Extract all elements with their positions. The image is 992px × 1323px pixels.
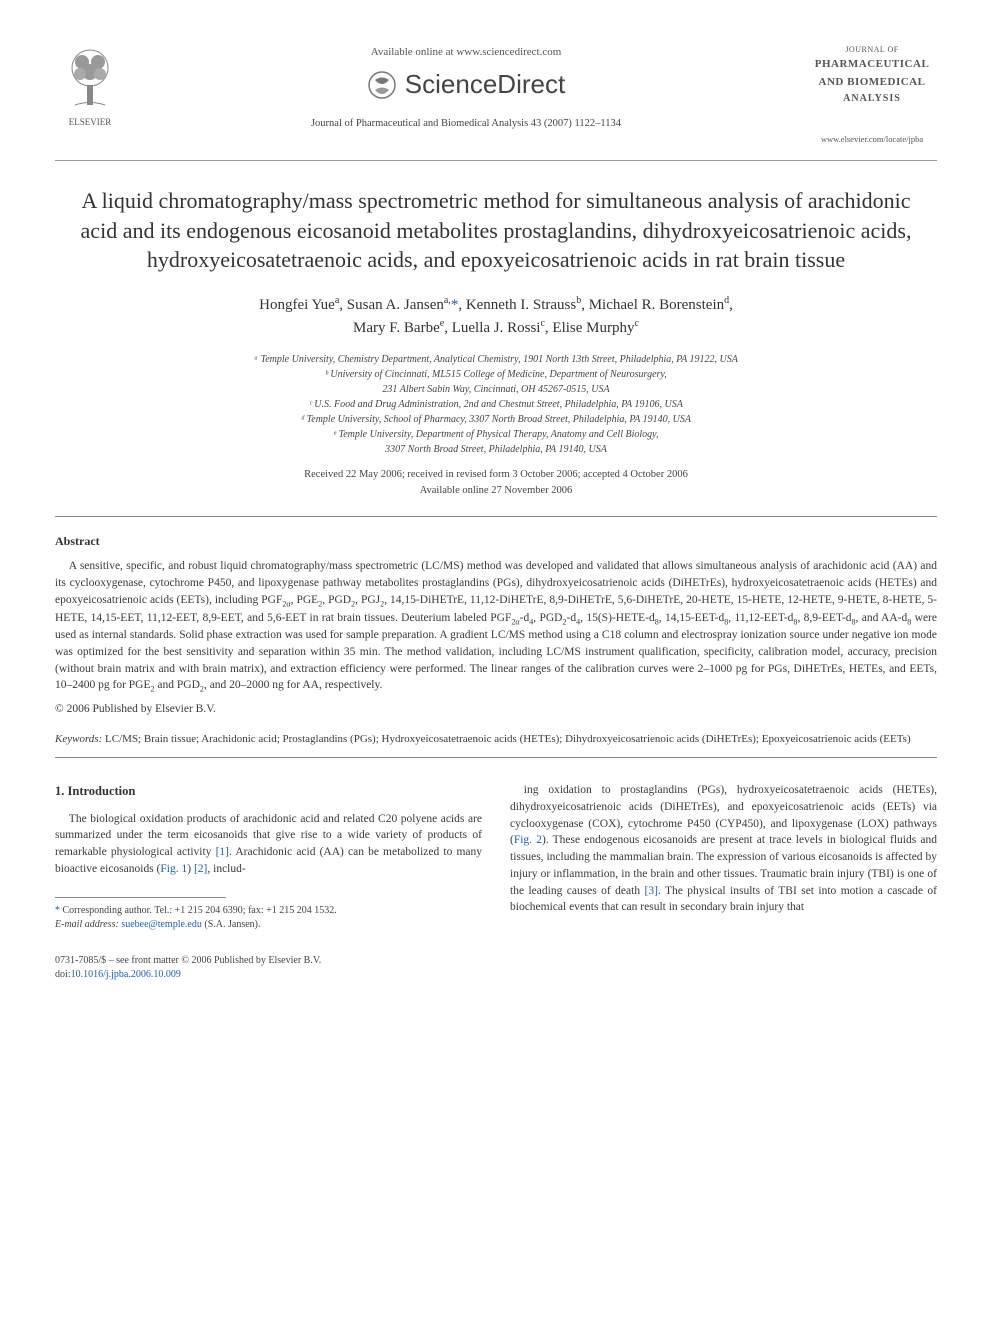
keywords-label: Keywords:	[55, 733, 102, 745]
divider-bottom	[55, 757, 937, 758]
journal-name-line1: JOURNAL OF	[811, 44, 933, 55]
footer-doi: doi:10.1016/j.jpba.2006.10.009	[55, 968, 937, 982]
affiliation-a: ᵃ Temple University, Chemistry Departmen…	[55, 352, 937, 367]
journal-name-line2: PHARMACEUTICAL	[811, 57, 933, 72]
email-link[interactable]: suebee@temple.edu	[121, 919, 202, 930]
journal-name-line3: AND BIOMEDICAL	[811, 75, 933, 90]
abstract-heading: Abstract	[55, 533, 937, 550]
footnote-separator	[55, 897, 226, 898]
keywords-text: LC/MS; Brain tissue; Arachidonic acid; P…	[105, 733, 911, 745]
affiliation-b1: ᵇ University of Cincinnati, ML515 Colleg…	[55, 367, 937, 382]
header-center: Available online at www.sciencedirect.co…	[125, 40, 807, 131]
elsevier-logo: ELSEVIER	[55, 40, 125, 128]
author-list: Hongfei Yuea, Susan A. Jansena,*, Kennet…	[55, 293, 937, 340]
page-header: ELSEVIER Available online at www.science…	[55, 40, 937, 161]
received-date: Received 22 May 2006; received in revise…	[55, 467, 937, 483]
affiliation-b2: 231 Albert Sabin Way, Cincinnati, OH 452…	[55, 382, 937, 397]
column-right: ing oxidation to prostaglandins (PGs), h…	[510, 782, 937, 932]
body-columns: 1. Introduction The biological oxidation…	[55, 782, 937, 932]
email-name: (S.A. Jansen).	[204, 919, 260, 930]
affiliation-e1: ᵉ Temple University, Department of Physi…	[55, 427, 937, 442]
journal-cover-box: JOURNAL OF PHARMACEUTICAL AND BIOMEDICAL…	[807, 40, 937, 150]
email-label: E-mail address:	[55, 919, 119, 930]
column-left: 1. Introduction The biological oxidation…	[55, 782, 482, 932]
affiliation-e2: 3307 North Broad Street, Philadelphia, P…	[55, 442, 937, 457]
sciencedirect-icon	[367, 70, 397, 100]
keywords-block: Keywords: LC/MS; Brain tissue; Arachidon…	[55, 732, 937, 748]
affiliation-d: ᵈ Temple University, School of Pharmacy,…	[55, 412, 937, 427]
corresponding-text: Corresponding author. Tel.: +1 215 204 6…	[63, 905, 337, 916]
affiliations: ᵃ Temple University, Chemistry Departmen…	[55, 352, 937, 457]
affiliation-c: ᶜ U.S. Food and Drug Administration, 2nd…	[55, 397, 937, 412]
journal-site: www.elsevier.com/locate/jpba	[811, 134, 933, 146]
elsevier-tree-icon	[60, 40, 120, 110]
footer-line1: 0731-7085/$ – see front matter © 2006 Pu…	[55, 954, 937, 968]
intro-heading: 1. Introduction	[55, 782, 482, 800]
online-date: Available online 27 November 2006	[55, 483, 937, 499]
abstract-body: A sensitive, specific, and robust liquid…	[55, 558, 937, 695]
doi-link[interactable]: 10.1016/j.jpba.2006.10.009	[71, 969, 181, 980]
article-title: A liquid chromatography/mass spectrometr…	[75, 186, 917, 275]
intro-para-right: ing oxidation to prostaglandins (PGs), h…	[510, 782, 937, 915]
sciencedirect-brand: ScienceDirect	[367, 66, 565, 102]
journal-reference: Journal of Pharmaceutical and Biomedical…	[125, 117, 807, 132]
available-online-text: Available online at www.sciencedirect.co…	[125, 45, 807, 60]
corresponding-footnote: * Corresponding author. Tel.: +1 215 204…	[55, 904, 482, 932]
sciencedirect-text: ScienceDirect	[405, 66, 565, 102]
asterisk-icon: *	[55, 905, 60, 916]
journal-name-line4: ANALYSIS	[811, 92, 933, 106]
article-dates: Received 22 May 2006; received in revise…	[55, 467, 937, 499]
elsevier-label: ELSEVIER	[55, 116, 125, 129]
page-footer: 0731-7085/$ – see front matter © 2006 Pu…	[55, 954, 937, 982]
divider-top	[55, 516, 937, 517]
intro-para-left: The biological oxidation products of ara…	[55, 811, 482, 878]
abstract-copyright: © 2006 Published by Elsevier B.V.	[55, 701, 937, 717]
